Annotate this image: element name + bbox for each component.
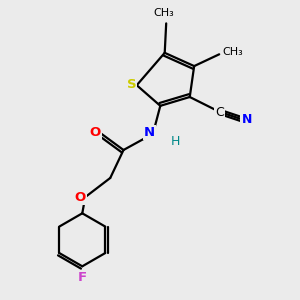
Text: N: N [144, 126, 155, 139]
Text: O: O [89, 126, 100, 139]
Text: S: S [127, 78, 136, 91]
Text: N: N [242, 113, 252, 126]
Text: CH₃: CH₃ [222, 47, 243, 57]
Text: H: H [170, 135, 180, 148]
Text: O: O [74, 190, 86, 204]
Text: C: C [215, 106, 224, 118]
Text: CH₃: CH₃ [153, 8, 174, 18]
Text: F: F [78, 271, 87, 284]
